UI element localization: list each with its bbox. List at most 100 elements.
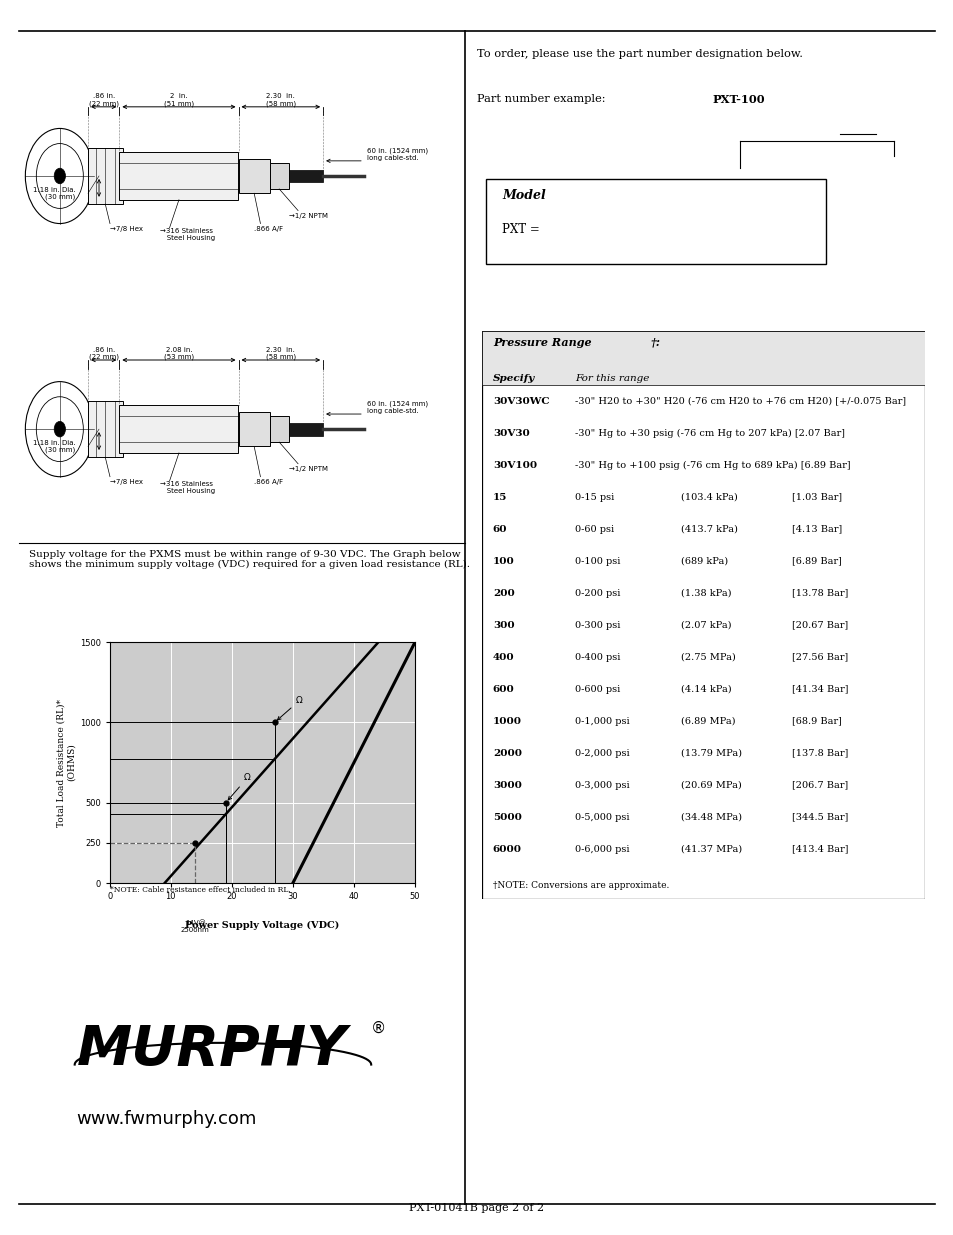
Text: (2.75 MPa): (2.75 MPa) xyxy=(680,653,736,662)
Bar xyxy=(88,148,122,204)
Text: 1.18 in. Dia.
(30 mm): 1.18 in. Dia. (30 mm) xyxy=(32,186,75,200)
Text: -30" H20 to +30" H20 (-76 cm H20 to +76 cm H20) [+/-0.075 Bar]: -30" H20 to +30" H20 (-76 cm H20 to +76 … xyxy=(575,396,905,406)
Text: [413.4 Bar]: [413.4 Bar] xyxy=(791,845,848,853)
Text: 2.30  in.
(58 mm): 2.30 in. (58 mm) xyxy=(266,347,295,361)
Text: 200: 200 xyxy=(493,589,514,598)
Text: (6.89 MPa): (6.89 MPa) xyxy=(680,716,735,726)
Text: www.fwmurphy.com: www.fwmurphy.com xyxy=(76,1110,256,1128)
Text: (4.14 kPa): (4.14 kPa) xyxy=(680,684,731,694)
Text: 0-6,000 psi: 0-6,000 psi xyxy=(575,845,629,853)
Text: (689 kPa): (689 kPa) xyxy=(680,557,728,566)
Text: (13.79 MPa): (13.79 MPa) xyxy=(680,748,741,758)
Text: [68.9 Bar]: [68.9 Bar] xyxy=(791,716,841,726)
Text: (34.48 MPa): (34.48 MPa) xyxy=(680,813,741,821)
Text: 5000: 5000 xyxy=(493,813,521,821)
Text: Specify: Specify xyxy=(493,374,535,383)
Text: 0-200 psi: 0-200 psi xyxy=(575,589,619,598)
Text: 60 in. (1524 mm)
long cable-std.: 60 in. (1524 mm) long cable-std. xyxy=(367,401,428,414)
Text: [6.89 Bar]: [6.89 Bar] xyxy=(791,557,841,566)
Text: →7/8 Hex: →7/8 Hex xyxy=(110,226,143,232)
Text: 0-1,000 psi: 0-1,000 psi xyxy=(575,716,629,726)
Text: 0-60 psi: 0-60 psi xyxy=(575,525,614,534)
Bar xyxy=(270,163,289,189)
Text: 30V30: 30V30 xyxy=(493,429,529,437)
Y-axis label: Total Load Resistance (RL)*
(OHMS): Total Load Resistance (RL)* (OHMS) xyxy=(56,699,75,826)
Text: [4.13 Bar]: [4.13 Bar] xyxy=(791,525,841,534)
Text: 0-2,000 psi: 0-2,000 psi xyxy=(575,748,629,758)
Text: →316 Stainless
   Steel Housing: →316 Stainless Steel Housing xyxy=(160,227,215,241)
Text: →1/2 NPTM: →1/2 NPTM xyxy=(289,466,327,472)
Bar xyxy=(270,416,289,442)
Text: Model: Model xyxy=(501,189,545,203)
Bar xyxy=(88,401,122,457)
Text: PXT =: PXT = xyxy=(501,224,539,236)
Text: 1000: 1000 xyxy=(493,716,521,726)
Text: For this range: For this range xyxy=(575,374,649,383)
Text: -30" Hg to +30 psig (-76 cm Hg to 207 kPa) [2.07 Bar]: -30" Hg to +30 psig (-76 cm Hg to 207 kP… xyxy=(575,429,844,438)
Circle shape xyxy=(54,168,66,184)
Text: 0-100 psi: 0-100 psi xyxy=(575,557,619,566)
Text: [206.7 Bar]: [206.7 Bar] xyxy=(791,781,847,789)
Text: [344.5 Bar]: [344.5 Bar] xyxy=(791,813,848,821)
Bar xyxy=(289,169,323,183)
Text: 1.18 in. Dia.
(30 mm): 1.18 in. Dia. (30 mm) xyxy=(32,440,75,453)
Text: .866 A/F: .866 A/F xyxy=(253,226,283,232)
Text: 60: 60 xyxy=(493,525,507,534)
Text: 0-300 psi: 0-300 psi xyxy=(575,621,619,630)
Text: 2.30  in.
(58 mm): 2.30 in. (58 mm) xyxy=(266,94,295,106)
Bar xyxy=(238,159,270,193)
Text: [27.56 Bar]: [27.56 Bar] xyxy=(791,653,847,662)
Text: →1/2 NPTM: →1/2 NPTM xyxy=(289,212,327,219)
Text: 300: 300 xyxy=(493,621,514,630)
Text: †NOTE: Conversions are approximate.: †NOTE: Conversions are approximate. xyxy=(493,881,669,890)
Text: 60 in. (1524 mm)
long cable-std.: 60 in. (1524 mm) long cable-std. xyxy=(367,148,428,161)
Text: .866 A/F: .866 A/F xyxy=(253,479,283,485)
Bar xyxy=(119,405,238,453)
Text: 100: 100 xyxy=(493,557,514,566)
Text: [137.8 Bar]: [137.8 Bar] xyxy=(791,748,848,758)
Text: To order, please use the part number designation below.: To order, please use the part number des… xyxy=(476,49,802,59)
Text: .86 in.
(22 mm): .86 in. (22 mm) xyxy=(89,94,118,106)
Text: *NOTE: Cable resistance effect included in RL.: *NOTE: Cable resistance effect included … xyxy=(110,885,290,894)
Text: MURPHY: MURPHY xyxy=(76,1023,347,1077)
Text: 3000: 3000 xyxy=(493,781,521,789)
Text: (2.07 kPa): (2.07 kPa) xyxy=(680,621,731,630)
Text: (41.37 MPa): (41.37 MPa) xyxy=(680,845,741,853)
Text: 6000: 6000 xyxy=(493,845,521,853)
Text: (1.38 kPa): (1.38 kPa) xyxy=(680,589,731,598)
Text: 0-5,000 psi: 0-5,000 psi xyxy=(575,813,629,821)
Bar xyxy=(481,331,924,385)
Text: 0-600 psi: 0-600 psi xyxy=(575,684,619,694)
Text: Ω: Ω xyxy=(277,697,302,720)
Text: 15: 15 xyxy=(493,493,507,501)
Text: Pressure Range: Pressure Range xyxy=(493,337,591,348)
Text: 400: 400 xyxy=(493,653,514,662)
Text: →316 Stainless
   Steel Housing: →316 Stainless Steel Housing xyxy=(160,482,215,494)
Text: 30V100: 30V100 xyxy=(493,461,537,469)
Text: [13.78 Bar]: [13.78 Bar] xyxy=(791,589,848,598)
Text: 0-400 psi: 0-400 psi xyxy=(575,653,619,662)
Text: Part number example:: Part number example: xyxy=(476,94,608,104)
Text: 0-15 psi: 0-15 psi xyxy=(575,493,614,501)
Text: 2.08 in.
(53 mm): 2.08 in. (53 mm) xyxy=(164,347,193,361)
Text: -30" Hg to +100 psig (-76 cm Hg to 689 kPa) [6.89 Bar]: -30" Hg to +100 psig (-76 cm Hg to 689 k… xyxy=(575,461,850,469)
Bar xyxy=(485,179,825,264)
Bar xyxy=(289,422,323,436)
Text: (20.69 MPa): (20.69 MPa) xyxy=(680,781,741,789)
Text: 14V@
250ohm: 14V@ 250ohm xyxy=(181,920,210,934)
Text: ®: ® xyxy=(371,1021,386,1036)
Text: Supply voltage for the PXMS must be within range of 9-30 VDC. The Graph below
sh: Supply voltage for the PXMS must be with… xyxy=(29,550,469,569)
Circle shape xyxy=(54,421,66,437)
Text: PXT-01041B page 2 of 2: PXT-01041B page 2 of 2 xyxy=(409,1203,544,1213)
Text: 2  in.
(51 mm): 2 in. (51 mm) xyxy=(164,94,193,106)
Text: 30V30WC: 30V30WC xyxy=(493,396,549,406)
Bar xyxy=(238,412,270,447)
Text: PXT-100: PXT-100 xyxy=(712,94,764,105)
Text: 600: 600 xyxy=(493,684,514,694)
Text: 0-3,000 psi: 0-3,000 psi xyxy=(575,781,629,789)
Text: [1.03 Bar]: [1.03 Bar] xyxy=(791,493,841,501)
Text: [41.34 Bar]: [41.34 Bar] xyxy=(791,684,848,694)
Text: →7/8 Hex: →7/8 Hex xyxy=(110,479,143,485)
Bar xyxy=(119,152,238,200)
Text: (413.7 kPa): (413.7 kPa) xyxy=(680,525,738,534)
